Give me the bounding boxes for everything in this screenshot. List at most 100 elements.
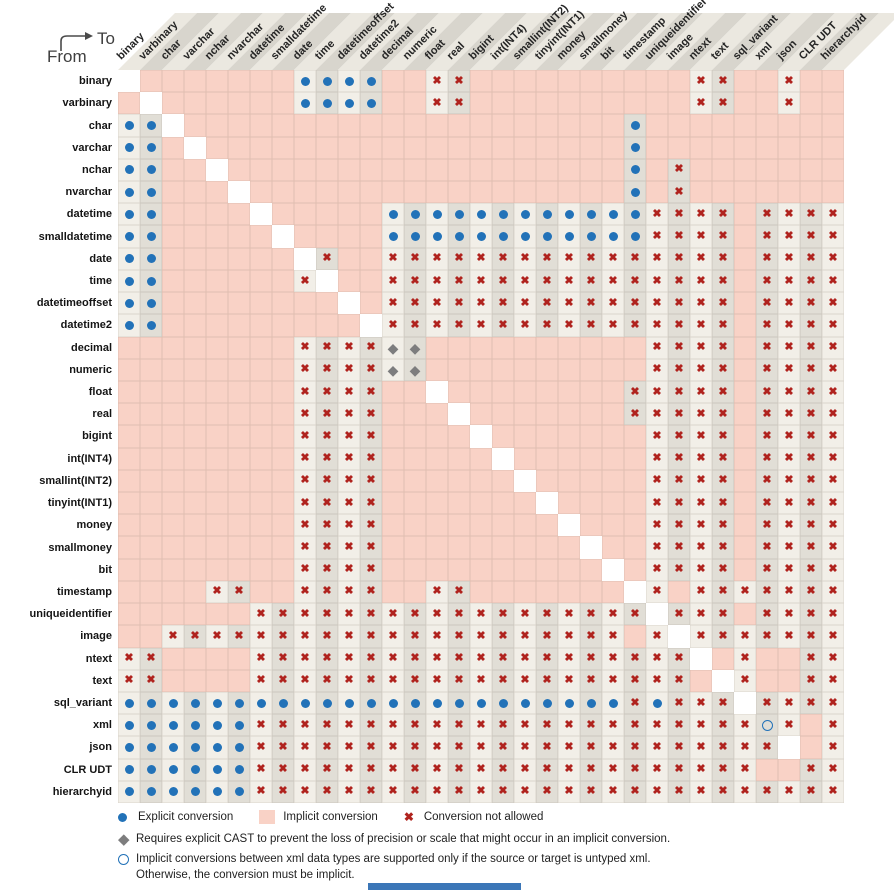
cell-tinyint-int1-to-decimal (382, 492, 404, 515)
not-allowed-x-icon: ✖ (586, 674, 596, 687)
cell-nchar-to-text (712, 158, 734, 182)
not-allowed-x-icon: ✖ (256, 740, 266, 753)
cell-money-to-text: ✖ (712, 514, 734, 537)
cell-clr-udt-to-datetime2: ✖ (360, 758, 382, 781)
cell-binary-to-tinyint-int1 (536, 70, 558, 93)
cell-numeric-to-bigint (470, 358, 492, 381)
cell-nchar-to-decimal (382, 158, 404, 182)
cell-image-to-time: ✖ (316, 625, 338, 648)
cell-float-to-datetime (250, 380, 272, 404)
cell-numeric-to-binary (118, 358, 140, 381)
not-allowed-x-icon: ✖ (652, 318, 662, 331)
cell-xml-to-datetime2: ✖ (360, 714, 382, 737)
cell-money-to-bigint (470, 514, 492, 537)
cell-smalldatetime-to-smallmoney (580, 225, 602, 248)
cell-sql-variant-to-real (448, 691, 470, 715)
cell-text-to-bit: ✖ (602, 669, 624, 692)
cell-ntext-to-clr-udt: ✖ (800, 647, 822, 670)
cell-char-to-xml (756, 114, 778, 137)
not-allowed-x-icon: ✖ (652, 740, 662, 753)
not-allowed-x-icon: ✖ (432, 585, 442, 598)
cell-float-to-nvarchar (228, 380, 250, 404)
not-allowed-x-icon: ✖ (366, 385, 376, 398)
cell-bigint-to-time: ✖ (316, 425, 338, 448)
cell-datetimeoffset-to-uniqueidentifier: ✖ (646, 292, 668, 315)
cell-money-to-hierarchyid: ✖ (822, 514, 844, 537)
cell-smallmoney-to-datetime2: ✖ (360, 536, 382, 559)
not-allowed-x-icon: ✖ (652, 429, 662, 442)
cell-int-int4-to-xml: ✖ (756, 447, 778, 470)
cell-real-to-varbinary (140, 403, 162, 426)
cell-money-to-smalldatetime (272, 514, 294, 537)
cell-smallint-int2-to-uniqueidentifier: ✖ (646, 469, 668, 493)
cell-uniqueidentifier-to-char (162, 603, 184, 626)
cell-smallint-int2-to-ntext: ✖ (690, 469, 712, 493)
bottom-blue-bar (368, 883, 521, 890)
cell-text-to-numeric: ✖ (404, 669, 426, 692)
not-allowed-x-icon: ✖ (784, 518, 794, 531)
cell-datetimeoffset-to-varbinary (140, 292, 162, 315)
not-allowed-x-icon: ✖ (806, 296, 816, 309)
cell-char-to-json (778, 114, 800, 137)
not-allowed-x-icon: ✖ (828, 718, 838, 731)
not-allowed-x-icon: ✖ (344, 407, 354, 420)
cell-timestamp-to-int-int4 (492, 580, 514, 604)
not-allowed-x-icon: ✖ (674, 541, 684, 554)
cell-numeric-to-float (426, 358, 448, 381)
not-allowed-x-icon: ✖ (300, 718, 310, 731)
cell-nchar-to-ntext (690, 158, 712, 182)
not-allowed-x-icon: ✖ (454, 252, 464, 265)
not-allowed-x-icon: ✖ (696, 252, 706, 265)
cell-hierarchyid-to-int-int4: ✖ (492, 780, 514, 803)
cell-nvarchar-to-datetimeoffset (338, 181, 360, 204)
not-allowed-x-icon: ✖ (718, 740, 728, 753)
cell-varchar-to-uniqueidentifier (646, 136, 668, 159)
cell-xml-to-tinyint-int1: ✖ (536, 714, 558, 737)
not-allowed-x-icon: ✖ (674, 407, 684, 420)
cell-timestamp-to-decimal (382, 580, 404, 604)
not-allowed-x-icon: ✖ (696, 230, 706, 243)
cell-clr-udt-to-smallint-int2: ✖ (514, 758, 536, 781)
cell-nchar-to-float (426, 158, 448, 182)
cell-ntext-to-datetime2: ✖ (360, 647, 382, 670)
not-allowed-x-icon: ✖ (762, 407, 772, 420)
not-allowed-x-icon: ✖ (366, 629, 376, 642)
not-allowed-x-icon: ✖ (542, 296, 552, 309)
not-allowed-x-icon: ✖ (740, 718, 750, 731)
not-allowed-x-icon: ✖ (190, 629, 200, 642)
cell-nvarchar-to-hierarchyid (822, 181, 844, 204)
cell-datetime2-to-text: ✖ (712, 314, 734, 337)
cell-money-to-json: ✖ (778, 514, 800, 537)
not-allowed-x-icon: ✖ (652, 363, 662, 376)
legend-implicit-icon-wrap (259, 810, 281, 824)
not-allowed-x-icon: ✖ (366, 718, 376, 731)
not-allowed-x-icon: ✖ (520, 296, 530, 309)
not-allowed-x-icon: ✖ (652, 474, 662, 487)
cell-int-int4-to-sql-variant (734, 447, 756, 470)
cell-binary-to-smallmoney (580, 70, 602, 93)
cell-numeric-to-clr-udt: ✖ (800, 358, 822, 381)
not-allowed-x-icon: ✖ (652, 585, 662, 598)
cell-time-to-smalldatetime (272, 269, 294, 293)
cell-clr-udt-to-datetimeoffset: ✖ (338, 758, 360, 781)
cell-datetime2-to-decimal: ✖ (382, 314, 404, 337)
not-allowed-x-icon: ✖ (674, 185, 684, 198)
not-allowed-x-icon: ✖ (630, 296, 640, 309)
cell-timestamp-to-binary (118, 580, 140, 604)
cell-clr-udt-to-datetime: ✖ (250, 758, 272, 781)
not-allowed-x-icon: ✖ (652, 252, 662, 265)
explicit-dot-icon (498, 698, 508, 708)
cell-timestamp-to-bigint (470, 580, 492, 604)
not-allowed-x-icon: ✖ (366, 607, 376, 620)
cell-datetime2-to-float: ✖ (426, 314, 448, 337)
cell-bigint-to-datetimeoffset: ✖ (338, 425, 360, 448)
not-allowed-x-icon: ✖ (322, 629, 332, 642)
cell-xml-to-int-int4: ✖ (492, 714, 514, 737)
cell-smallint-int2-to-xml: ✖ (756, 469, 778, 493)
not-allowed-x-icon: ✖ (586, 629, 596, 642)
cell-time-to-nchar (206, 269, 228, 293)
cell-decimal-to-smallmoney (580, 336, 602, 359)
cell-bit-to-varchar (184, 558, 206, 581)
cell-clr-udt-to-hierarchyid: ✖ (822, 758, 844, 781)
cell-date-to-datetime (250, 247, 272, 270)
